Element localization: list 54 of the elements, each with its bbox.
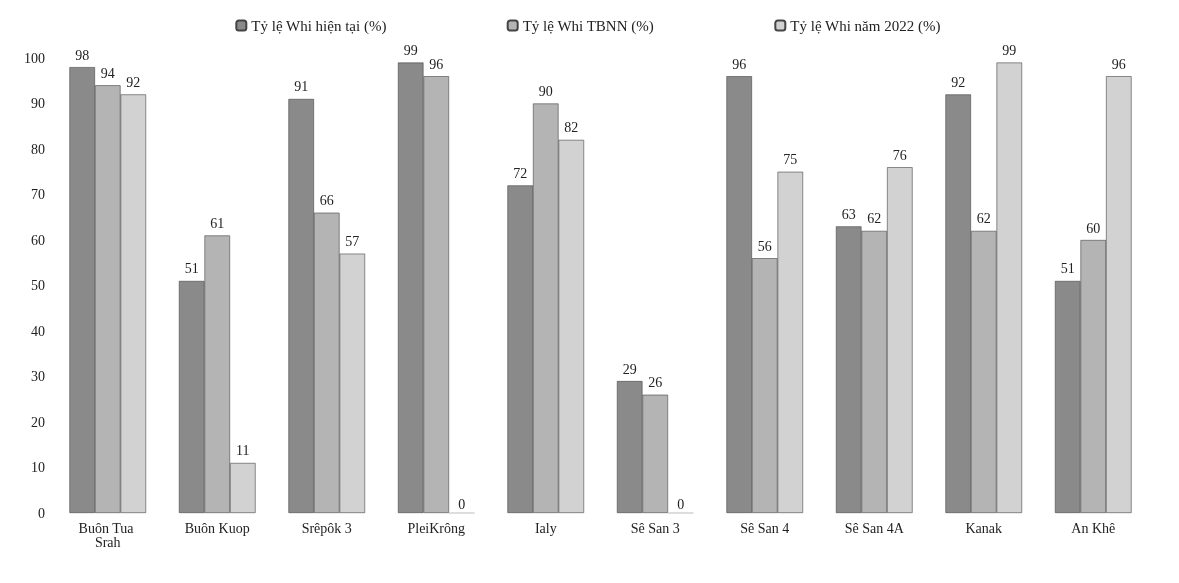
- legend-label: Tỷ lệ Whi hiện tại (%): [251, 17, 387, 35]
- data-label: 90: [538, 84, 553, 99]
- data-label: 60: [1086, 220, 1101, 236]
- data-label: 98: [75, 47, 90, 63]
- x-tick-label: An Khê: [1071, 520, 1116, 536]
- y-tick-label: 20: [31, 414, 45, 430]
- data-label: 51: [184, 261, 199, 277]
- data-label: 57: [345, 234, 360, 250]
- data-label: 94: [100, 65, 115, 81]
- data-label: 0: [458, 496, 466, 512]
- x-tick-label: Buôn Tua Srah: [78, 520, 137, 550]
- y-tick-label: 80: [31, 141, 45, 157]
- x-tick-label: PleiKrông: [407, 520, 466, 536]
- data-label: 76: [892, 147, 907, 163]
- data-label: 11: [236, 443, 250, 459]
- data-label: 99: [1002, 43, 1017, 59]
- y-tick-label: 100: [24, 50, 45, 66]
- y-tick-label: 70: [31, 187, 45, 202]
- data-label: 66: [319, 193, 334, 209]
- data-label: 0: [677, 496, 685, 512]
- data-label: 92: [126, 74, 141, 90]
- x-tick-label: Sê San 4: [740, 520, 790, 536]
- data-label: 62: [976, 211, 991, 227]
- x-tick-label: Ialy: [534, 520, 557, 536]
- y-tick-label: 0: [38, 505, 45, 521]
- legend-label: Tỷ lệ Whi TBNN (%): [522, 17, 654, 35]
- x-tick-label: Srêpôk 3: [301, 520, 352, 536]
- data-label: 51: [1060, 261, 1075, 277]
- data-label: 99: [403, 43, 418, 59]
- data-label: 56: [757, 238, 772, 254]
- legend-label: Tỷ lệ Whi năm 2022 (%): [790, 17, 941, 35]
- data-label: 62: [867, 211, 882, 227]
- x-tick-label: Sê San 3: [630, 520, 680, 536]
- data-label: 63: [841, 206, 856, 222]
- data-label: 29: [622, 361, 637, 377]
- y-tick-label: 30: [31, 369, 45, 384]
- y-tick-label: 10: [31, 460, 45, 475]
- data-label: 96: [429, 56, 444, 72]
- y-tick-label: 40: [31, 323, 45, 339]
- data-label: 82: [564, 120, 579, 136]
- data-label: 75: [783, 152, 798, 168]
- y-tick-label: 90: [31, 96, 45, 111]
- data-label: 92: [951, 74, 966, 90]
- x-tick-label: Sê San 4A: [844, 520, 905, 536]
- data-label: 91: [294, 79, 309, 95]
- data-label: 96: [1111, 56, 1126, 72]
- data-label: 96: [732, 56, 747, 72]
- data-label: 26: [648, 375, 663, 391]
- x-tick-label: Buôn Kuop: [184, 520, 250, 536]
- data-label: 61: [210, 215, 225, 231]
- data-label: 72: [513, 165, 528, 181]
- y-tick-label: 60: [31, 232, 45, 248]
- y-tick-label: 50: [31, 278, 45, 293]
- x-tick-label: Kanak: [965, 520, 1003, 536]
